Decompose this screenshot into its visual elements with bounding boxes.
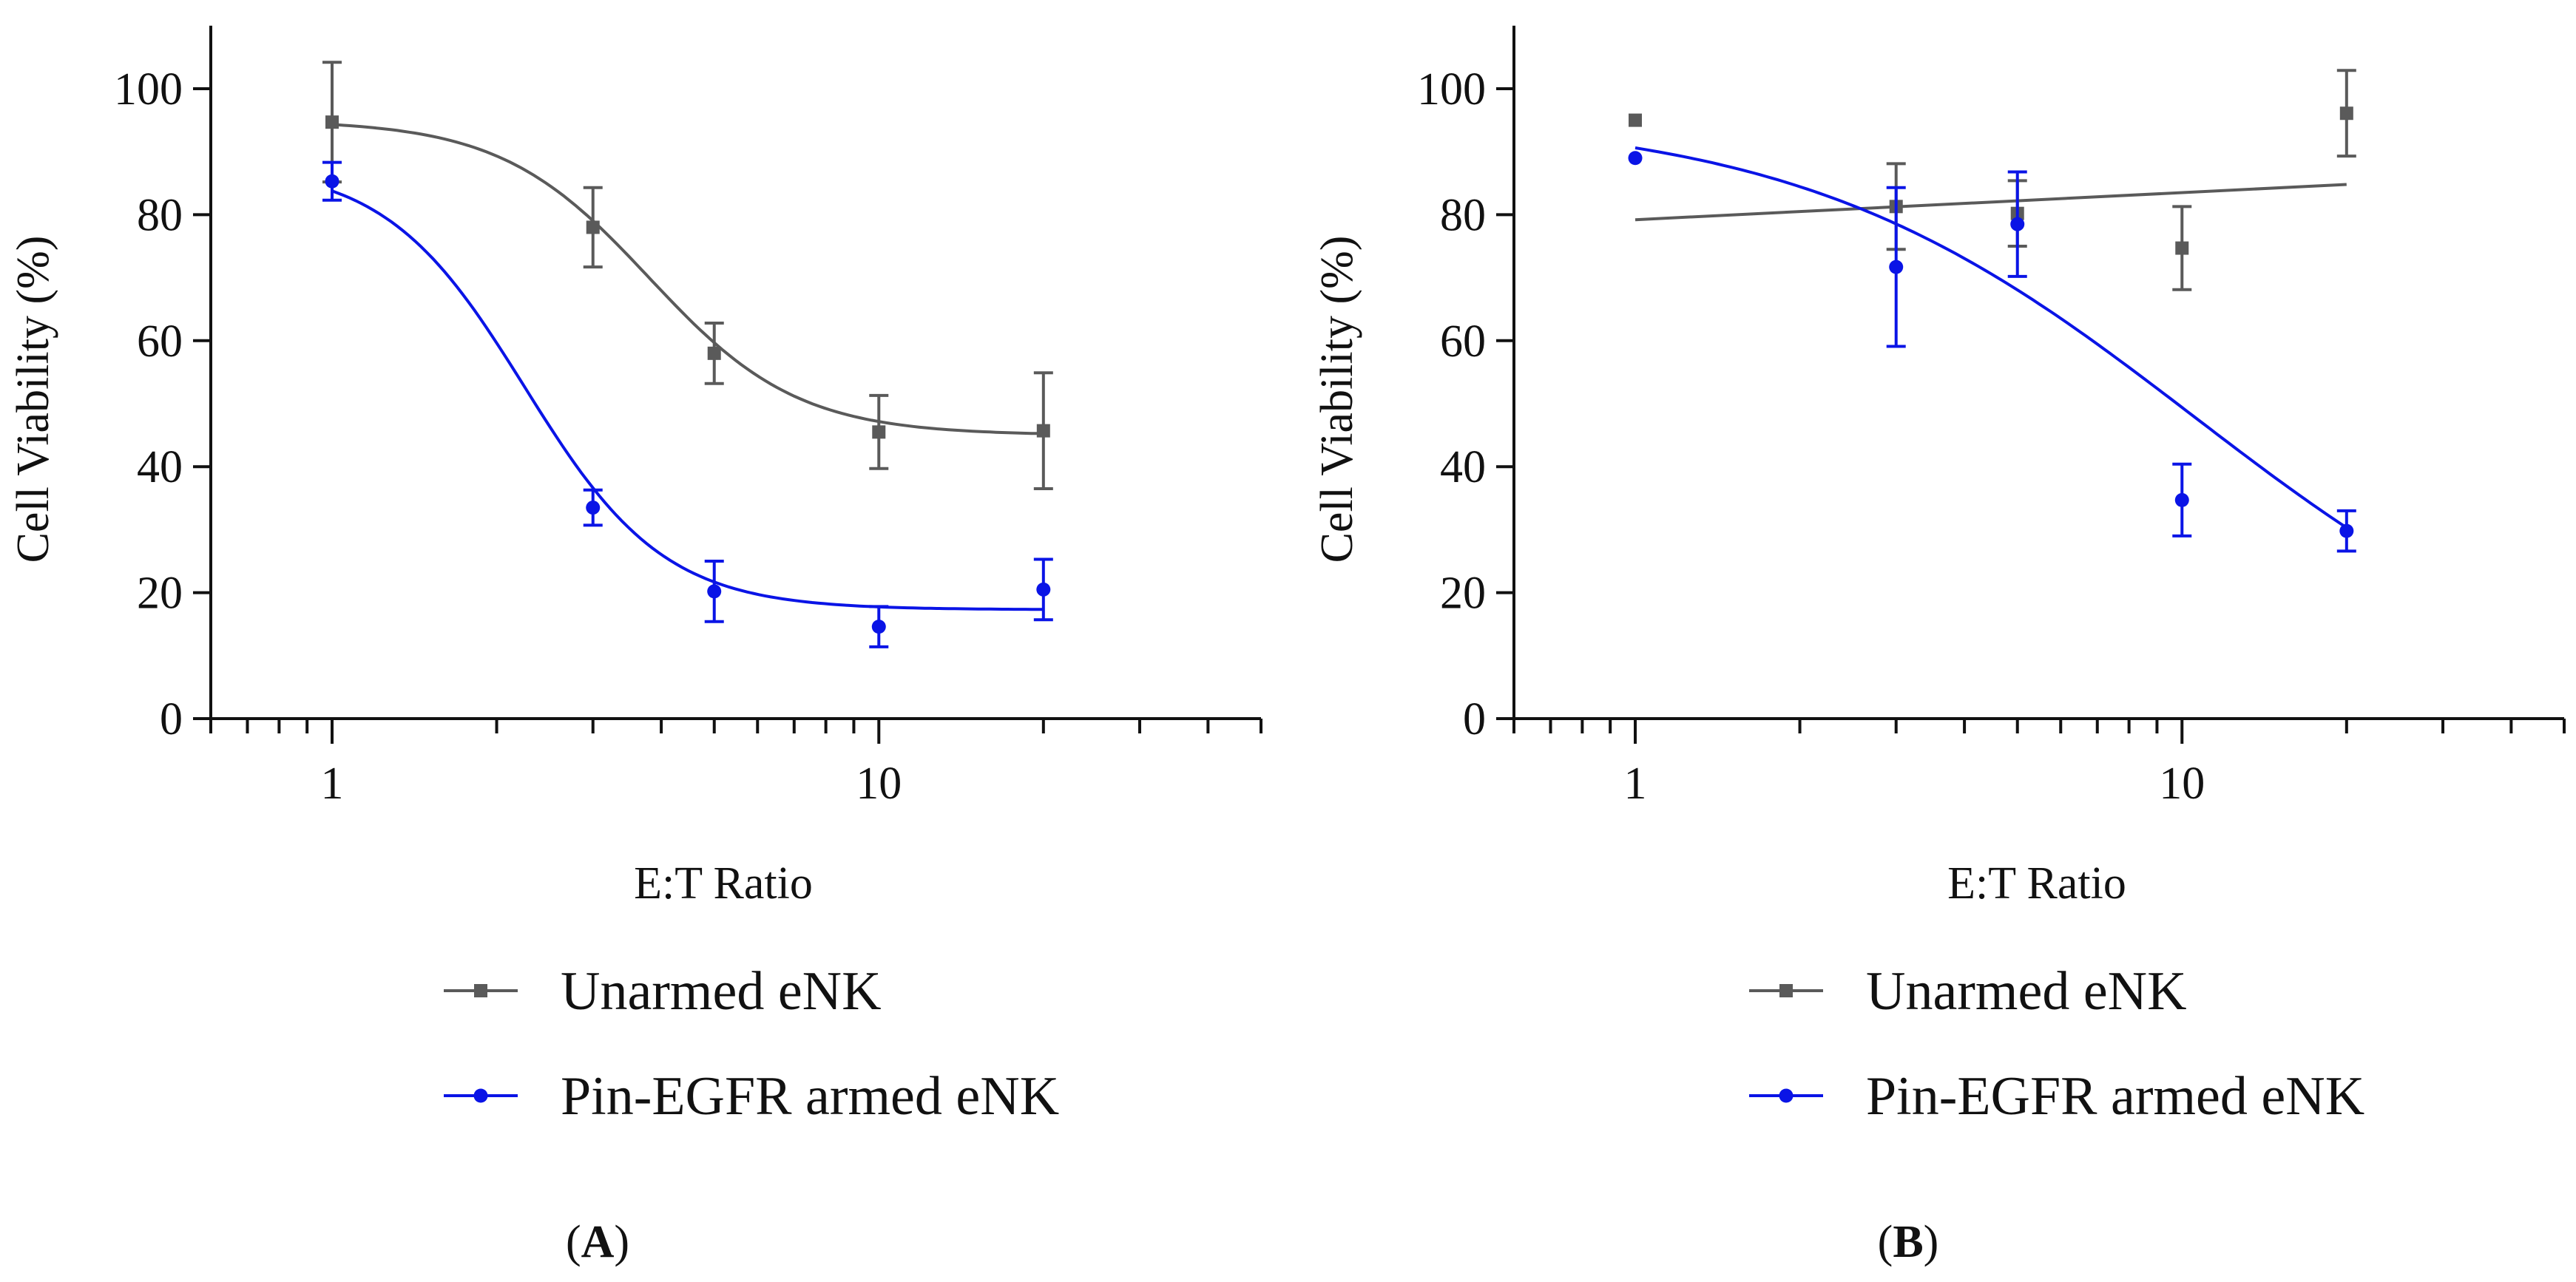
x-tick-label: 1 xyxy=(1624,759,1647,809)
data-point xyxy=(872,425,886,439)
panel-letter: A xyxy=(581,1217,615,1267)
data-point xyxy=(2339,523,2354,538)
fit-curve xyxy=(331,123,1044,435)
data-points xyxy=(322,61,1053,648)
y-tick-label: 40 xyxy=(137,442,183,492)
legend-item: Unarmed eNK xyxy=(1749,961,2187,1022)
fit-curves xyxy=(331,123,1044,611)
legend-label: Pin-EGFR armed eNK xyxy=(1866,1066,2364,1127)
panel-label: (B) xyxy=(1878,1217,1939,1267)
data-point xyxy=(707,584,722,599)
data-point xyxy=(707,346,721,360)
y-tick-label: 20 xyxy=(137,569,183,619)
legend: Unarmed eNK Pin-EGFR armed eNK xyxy=(444,961,1059,1127)
legend-swatch-marker xyxy=(1779,984,1793,997)
x-tick-label: 10 xyxy=(2159,759,2205,809)
legend-label: Unarmed eNK xyxy=(1866,961,2187,1022)
y-axis-title: Cell Viability (%) xyxy=(8,236,58,563)
data-points xyxy=(1628,69,2356,553)
data-point xyxy=(2339,106,2353,121)
y-tick-label: 100 xyxy=(1417,64,1486,115)
data-point xyxy=(1036,582,1051,597)
data-point xyxy=(1036,424,1050,438)
data-point xyxy=(2174,492,2189,507)
data-point xyxy=(586,220,600,234)
data-point xyxy=(1628,151,1643,166)
legend-swatch-marker xyxy=(473,1088,488,1103)
y-tick-label: 80 xyxy=(137,190,183,240)
y-tick-label: 20 xyxy=(1440,569,1486,619)
legend-item: Pin-EGFR armed eNK xyxy=(1749,1066,2364,1127)
data-point xyxy=(871,620,886,634)
x-axis-title: E:T Ratio xyxy=(634,858,813,909)
x-tick-label: 10 xyxy=(856,759,902,809)
data-point xyxy=(325,174,339,189)
data-point xyxy=(325,115,339,129)
y-tick-label: 100 xyxy=(114,64,183,115)
legend-item: Unarmed eNK xyxy=(444,961,882,1022)
axes: 0 20 40 60 80 100 1 10 xyxy=(1417,25,2566,809)
y-axis-title: Cell Viability (%) xyxy=(1312,236,1362,563)
y-tick-label: 60 xyxy=(1440,316,1486,367)
x-axis-title: E:T Ratio xyxy=(1947,858,2126,909)
legend-label: Pin-EGFR armed eNK xyxy=(561,1066,1059,1127)
legend-label: Unarmed eNK xyxy=(561,961,882,1022)
fit-curve xyxy=(1634,183,2347,222)
fit-curves xyxy=(1634,146,2347,529)
legend-item: Pin-EGFR armed eNK xyxy=(444,1066,1059,1127)
chart-panel-b: 0 20 40 60 80 100 1 10 Cell Viability (%) E:T R… xyxy=(1312,25,2566,1267)
y-tick-label: 80 xyxy=(1440,190,1486,240)
y-tick-label: 0 xyxy=(160,694,183,745)
legend-swatch-marker xyxy=(1779,1088,1794,1103)
data-point xyxy=(1629,113,1643,127)
fit-curve xyxy=(1634,146,2347,529)
y-tick-label: 40 xyxy=(1440,442,1486,492)
chart-panel-a: 0 20 40 60 80 100 1 10 Cell Viability (%) E:T R… xyxy=(8,25,1262,1267)
panel-label: (A) xyxy=(566,1217,629,1267)
y-tick-label: 0 xyxy=(1463,694,1486,745)
data-point xyxy=(2175,241,2189,255)
axes: 0 20 40 60 80 100 1 10 xyxy=(114,25,1262,809)
panel-letter: B xyxy=(1893,1217,1923,1267)
y-tick-label: 60 xyxy=(137,316,183,367)
fit-curve xyxy=(331,189,1044,611)
legend-swatch-marker xyxy=(474,984,487,997)
data-point xyxy=(586,501,601,515)
data-point xyxy=(2010,217,2025,231)
data-point xyxy=(1889,260,1904,274)
x-tick-label: 1 xyxy=(321,759,344,809)
legend: Unarmed eNK Pin-EGFR armed eNK xyxy=(1749,961,2364,1127)
